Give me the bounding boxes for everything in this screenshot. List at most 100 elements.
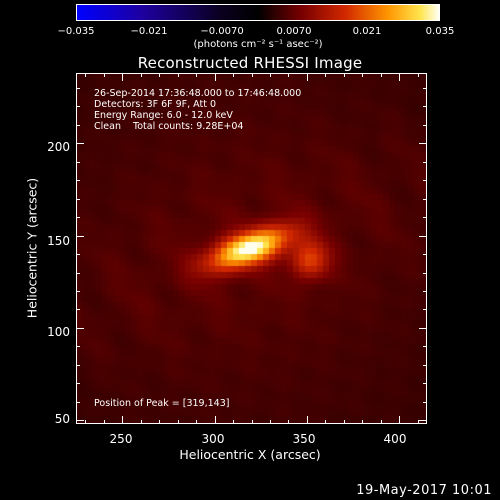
tick-mark xyxy=(325,420,327,424)
y-tick-labels: 200 150 100 50 xyxy=(0,0,70,500)
image-frame xyxy=(76,73,427,424)
tick-mark xyxy=(423,180,427,182)
tick-mark xyxy=(76,364,80,366)
tick-mark xyxy=(159,73,161,77)
tick-mark xyxy=(76,124,80,126)
tick-mark xyxy=(196,420,198,424)
y-tick-label: 50 xyxy=(54,412,70,426)
tick-mark xyxy=(423,346,427,348)
tick-mark xyxy=(233,420,235,424)
tick-mark xyxy=(423,124,427,126)
colorbar xyxy=(76,4,440,21)
rhessi-heatmap xyxy=(77,74,426,423)
tick-mark xyxy=(76,87,80,89)
tick-mark xyxy=(423,106,427,108)
tick-mark xyxy=(362,73,364,77)
tick-mark xyxy=(76,180,80,182)
y-axis-label: Heliocentric Y (arcsec) xyxy=(24,177,40,319)
tick-mark xyxy=(76,217,80,219)
tick-mark xyxy=(76,254,80,256)
info-detectors: Detectors: 3F 6F 9F, Att 0 xyxy=(94,99,217,110)
tick-mark xyxy=(214,416,216,424)
tick-mark xyxy=(76,198,80,200)
y-tick-label: 100 xyxy=(47,325,70,339)
tick-mark xyxy=(214,73,216,81)
tick-mark xyxy=(423,161,427,163)
tick-mark xyxy=(76,383,80,385)
tick-mark xyxy=(399,416,401,424)
tick-mark xyxy=(362,420,364,424)
colorbar-units-label: (photons cm⁻² s⁻¹ asec⁻²) xyxy=(193,39,323,50)
tick-mark xyxy=(76,401,80,403)
tick-mark xyxy=(122,73,124,81)
tick-mark xyxy=(380,420,382,424)
tick-mark xyxy=(423,290,427,292)
tick-mark xyxy=(233,73,235,77)
x-tick-label: 300 xyxy=(201,432,225,446)
tick-mark xyxy=(417,73,419,77)
tick-mark xyxy=(288,420,290,424)
tick-mark xyxy=(76,235,84,237)
tick-mark xyxy=(423,401,427,403)
colorbar-tick-label: 0.021 xyxy=(352,26,382,37)
colorbar-tick-label: 0.0070 xyxy=(276,26,312,37)
tick-mark xyxy=(177,73,179,77)
tick-mark xyxy=(159,420,161,424)
tick-mark xyxy=(325,73,327,77)
tick-mark xyxy=(85,73,87,77)
tick-mark xyxy=(76,327,84,329)
x-tick-label: 350 xyxy=(292,432,316,446)
tick-mark xyxy=(85,420,87,424)
tick-mark xyxy=(343,73,345,77)
tick-mark xyxy=(76,106,80,108)
tick-mark xyxy=(140,73,142,77)
tick-mark xyxy=(423,364,427,366)
tick-mark xyxy=(423,383,427,385)
info-peak-position: Position of Peak = [319,143] xyxy=(94,398,230,409)
tick-mark xyxy=(251,420,253,424)
tick-mark xyxy=(417,420,419,424)
plot-title: Reconstructed RHESSI Image xyxy=(137,54,363,72)
info-energy-range: Energy Range: 6.0 - 12.0 keV xyxy=(94,110,233,121)
tick-mark xyxy=(76,309,80,311)
tick-mark xyxy=(269,73,271,77)
tick-mark xyxy=(288,73,290,77)
colorbar-tick-label: −0.021 xyxy=(130,26,168,37)
tick-mark xyxy=(399,73,401,81)
info-time-range: 26-Sep-2014 17:36:48.000 to 17:46:48.000 xyxy=(94,88,302,99)
tick-mark xyxy=(140,420,142,424)
tick-mark xyxy=(423,217,427,219)
tick-mark xyxy=(76,272,80,274)
tick-mark xyxy=(423,309,427,311)
tick-mark xyxy=(103,73,105,77)
tick-mark xyxy=(419,327,427,329)
tick-mark xyxy=(122,416,124,424)
tick-mark xyxy=(419,143,427,145)
x-tick-label: 400 xyxy=(383,432,407,446)
tick-mark xyxy=(419,235,427,237)
timestamp: 19-May-2017 10:01 xyxy=(356,483,492,498)
tick-mark xyxy=(380,73,382,77)
tick-mark xyxy=(423,198,427,200)
tick-mark xyxy=(419,420,427,422)
y-tick-label: 200 xyxy=(47,140,70,154)
tick-mark xyxy=(76,346,80,348)
colorbar-tick-label: −0.035 xyxy=(57,26,95,37)
colorbar-tick-label: −0.0070 xyxy=(200,26,244,37)
x-tick-label: 250 xyxy=(109,432,133,446)
y-tick-label: 150 xyxy=(47,234,70,248)
tick-mark xyxy=(306,416,308,424)
tick-mark xyxy=(177,420,179,424)
tick-mark xyxy=(269,420,271,424)
tick-mark xyxy=(423,87,427,89)
tick-mark xyxy=(196,73,198,77)
tick-mark xyxy=(343,420,345,424)
tick-mark xyxy=(103,420,105,424)
tick-mark xyxy=(76,420,84,422)
tick-mark xyxy=(306,73,308,81)
tick-mark xyxy=(423,254,427,256)
tick-mark xyxy=(76,143,84,145)
tick-mark xyxy=(76,290,80,292)
colorbar-tick-label: 0.035 xyxy=(425,26,455,37)
tick-mark xyxy=(423,272,427,274)
